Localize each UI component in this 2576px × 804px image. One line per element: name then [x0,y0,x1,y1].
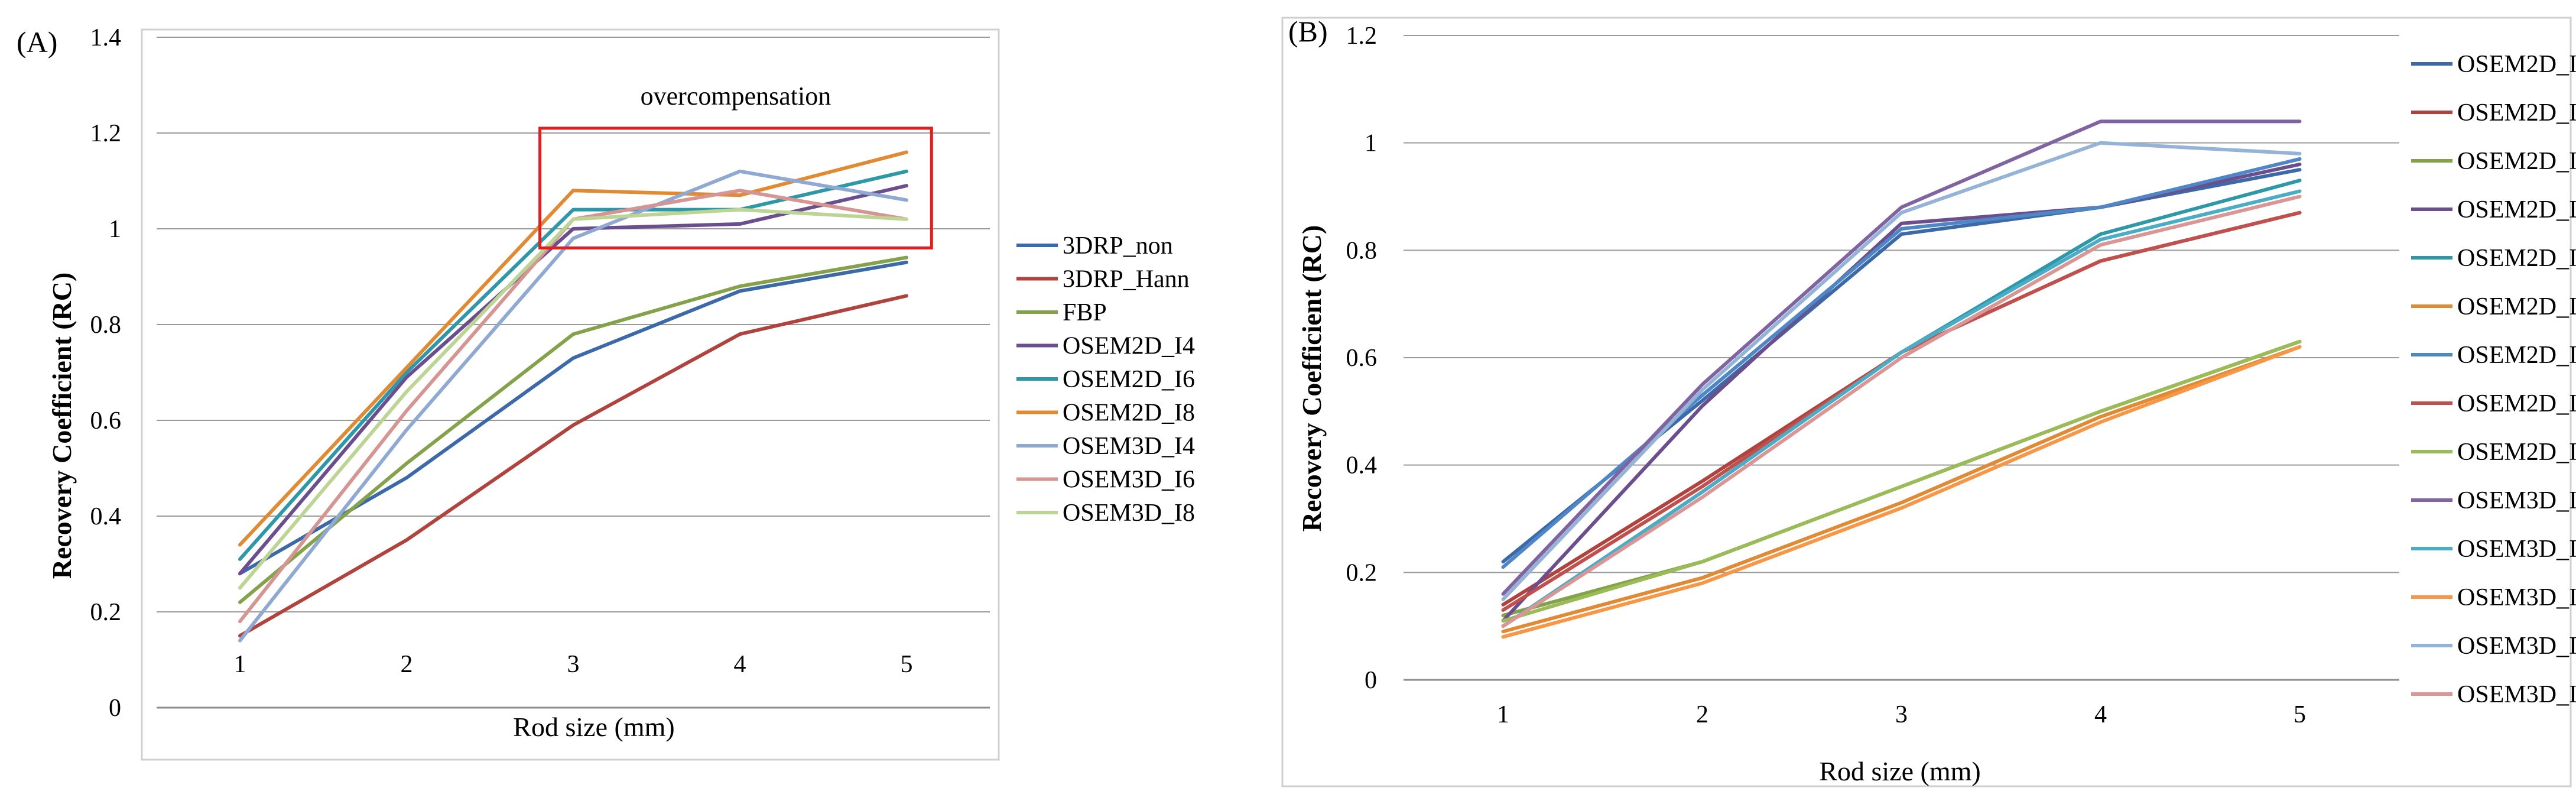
y-tick-label: 0 [1365,667,1377,694]
x-tick-label: 3 [567,651,580,678]
legend-label: OSEM3D_I4_4mm [2457,584,2576,611]
y-tick-label: 0.6 [90,407,122,435]
chart-a-x-axis-title: Rod size (mm) [513,712,674,742]
legend-label: OSEM3D_I4_1mm [2457,487,2576,514]
legend-label: OSEM2D_I8_1mm [2457,342,2576,369]
legend-label: OSEM3D_I6_2mm [2457,681,2576,708]
overcompensation-box [538,127,933,249]
legend-label: FBP [1063,299,1107,326]
y-tick-label: 0.6 [1346,345,1378,372]
series-line-OSEM3D_I4_1mm [1501,119,2302,596]
legend-label: OSEM2D_I6_2mm [2457,245,2576,272]
x-tick-label: 1 [234,651,246,678]
chart-b-border [1281,17,2572,787]
legend-label: OSEM3D_I4_2mm [2457,536,2576,563]
y-tick-label: 1.4 [90,24,122,51]
y-tick-label: 0 [109,695,121,722]
legend-label: OSEM3D_I6 [1063,466,1195,494]
chart-b-y-axis-title: Recovery Coefficient (RC) [1297,225,1327,532]
series-line-OSEM2D_I8_4mm [1501,339,2302,623]
legend-label: OSEM2D_I4_2mm [2457,99,2576,127]
series-line-OSEM3D_I4_4mm [1501,345,2302,639]
legend-label: OSEM2D_I4_4mm [2457,148,2576,175]
series-line-OSEM3D_I6_2mm [1501,194,2302,628]
chart-a-border [141,28,1000,761]
series-line-OSEM3D_I8 [238,208,908,590]
legend-label: OSEM3D_I8 [1063,500,1195,527]
series-line-OSEM3D_I4 [238,169,908,643]
y-tick-label: 0.2 [90,599,122,626]
y-tick-label: 1 [1365,130,1377,157]
legend-label: OSEM2D_I4_1mm [2457,51,2576,78]
legend-label: OSEM2D_I6_4mm [2457,293,2576,320]
series-line-FBP [238,255,908,604]
series-line-OSEM3D_I6_1mm [1501,141,2302,601]
y-tick-label: 1 [109,216,121,243]
y-tick-label: 0.4 [90,503,122,530]
x-tick-label: 5 [2294,701,2306,728]
legend-label: OSEM2D_I4 [1063,333,1195,360]
x-tick-label: 2 [1696,701,1708,728]
legend-label: OSEM2D_I6 [1063,366,1195,393]
y-tick-label: 0.2 [1346,559,1378,586]
x-tick-label: 3 [1895,701,1908,728]
y-tick-label: 0.8 [1346,237,1378,264]
chart-b-x-axis-title: Rod size (mm) [1819,756,1980,786]
series-line-OSEM3D_I4_2mm [1501,189,2302,628]
chart-b-panel-label: (B) [1288,15,1328,48]
legend-label: OSEM3D_I4 [1063,433,1195,460]
y-tick-label: 1.2 [1346,22,1378,50]
x-tick-label: 2 [401,651,413,678]
y-tick-label: 0.8 [90,312,122,339]
series-line-OSEM2D_I6_4mm [1501,345,2302,634]
series-line-OSEM2D_I6 [238,169,908,561]
legend-label: OSEM2D_I8_4mm [2457,439,2576,466]
y-tick-label: 1.2 [90,120,122,147]
legend-label: OSEM2D_I8_2mm [2457,390,2576,417]
legend-label: OSEM2D_I6_1mm [2457,196,2576,223]
x-tick-label: 4 [2094,701,2107,728]
x-tick-label: 1 [1497,701,1509,728]
chart-b: (B) 0 0.2 0.4 0.6 0.8 1 1.2 1 2 3 4 5 Recovery Coe… [1281,15,2576,787]
legend-label: OSEM2D_I8 [1063,400,1195,427]
x-tick-label: 5 [901,651,913,678]
legend-label: 3DRP_Hann [1063,266,1190,293]
series-line-3DRP_Hann [238,294,908,638]
legend-label: OSEM3D_I6_1mm [2457,633,2576,660]
legend-label: 3DRP_non [1063,232,1173,260]
chart-a-y-axis-title: Recovery Coefficient (RC) [47,273,77,579]
chart-a-panel-label: (A) [17,25,57,59]
x-tick-label: 4 [734,651,746,678]
overcompensation-label: overcompensation [641,82,831,111]
y-tick-label: 0.4 [1346,452,1378,479]
chart-a: (A) 0 0.2 0.4 0.6 0.8 1 1.2 1.4 1 2 3 4 5 overcompe… [17,24,1195,761]
